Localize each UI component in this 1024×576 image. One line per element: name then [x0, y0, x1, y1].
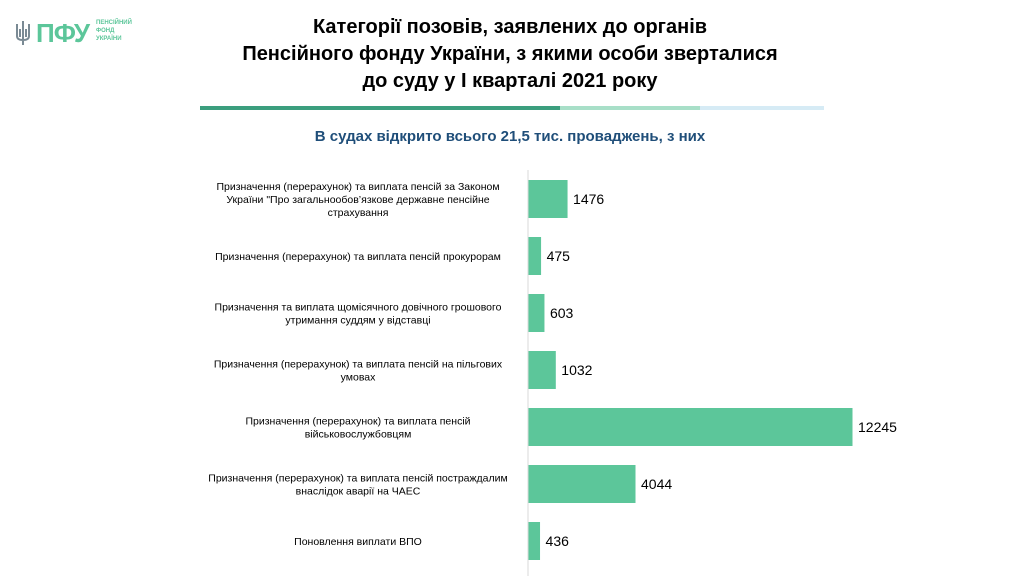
data-label: 1476	[573, 191, 604, 207]
category-label: Поновлення виплати ВПО	[294, 536, 422, 548]
category-label-line: внаслідок аварії на ЧАЕС	[296, 486, 421, 498]
category-label: Призначення (перерахунок) та виплата пен…	[245, 416, 470, 441]
category-label: Призначення (перерахунок) та виплата пен…	[214, 359, 503, 384]
logo-subtitle-line: ПЕНСІЙНИЙ	[96, 20, 132, 26]
category-label-line: Призначення (перерахунок) та виплата пен…	[245, 416, 470, 428]
category-label-line: Призначення (перерахунок) та виплата пен…	[214, 359, 503, 371]
bar	[528, 351, 556, 389]
title-rule-dark	[200, 106, 560, 110]
category-label-line: Поновлення виплати ВПО	[294, 536, 422, 548]
logo-subtitle: ПЕНСІЙНИЙ ФОНД УКРАЇНИ	[96, 19, 132, 43]
category-label: Призначення та виплата щомісячного довіч…	[215, 302, 502, 327]
category-label-line: утримання суддям у відставці	[285, 315, 430, 327]
bar	[528, 408, 853, 446]
data-label: 1032	[561, 362, 592, 378]
category-label-line: Призначення та виплата щомісячного довіч…	[215, 302, 502, 314]
title-rule-mid	[560, 106, 700, 110]
bar	[528, 522, 541, 560]
logo-subtitle-line: ФОНД	[96, 28, 115, 34]
category-label: Призначення (перерахунок) та виплата пен…	[216, 181, 499, 219]
bar	[528, 237, 542, 275]
category-label-line: умовах	[341, 372, 376, 384]
chart-subtitle: В судах відкрито всього 21,5 тис. провад…	[314, 128, 706, 145]
data-label: 475	[547, 248, 571, 264]
data-label: 12245	[858, 419, 897, 435]
title-line: Категорії позовів, заявлених до органів	[312, 16, 708, 38]
bar	[528, 180, 568, 218]
page-title: Категорії позовів, заявлених до органів …	[200, 14, 820, 95]
category-label-line: військовослужбовцям	[305, 429, 412, 441]
category-label-line: Призначення (перерахунок) та виплата пен…	[215, 251, 501, 263]
bar	[528, 465, 636, 503]
data-label: 436	[546, 533, 570, 549]
data-label: 603	[550, 305, 574, 321]
title-line: до суду у І кварталі 2021 року	[362, 70, 658, 92]
title-rule-light	[700, 106, 824, 110]
bar	[528, 294, 545, 332]
category-label-line: України "Про загальнообов’язкове державн…	[226, 194, 489, 206]
logo-text: ПФУ	[36, 18, 90, 48]
title-line: Пенсійного фонду України, з якими особи …	[242, 43, 778, 65]
category-label: Призначення (перерахунок) та виплата пен…	[215, 251, 501, 263]
category-label-line: Призначення (перерахунок) та виплата пен…	[208, 473, 507, 485]
pfu-logo: ПФУ ПЕНСІЙНИЙ ФОНД УКРАЇНИ	[14, 16, 134, 52]
category-label: Призначення (перерахунок) та виплата пен…	[208, 473, 507, 498]
category-label-line: страхування	[328, 207, 389, 219]
data-label: 4044	[641, 476, 672, 492]
logo-subtitle-line: УКРАЇНИ	[96, 36, 122, 42]
trident-icon	[16, 21, 30, 45]
category-label-line: Призначення (перерахунок) та виплата пен…	[216, 181, 499, 193]
